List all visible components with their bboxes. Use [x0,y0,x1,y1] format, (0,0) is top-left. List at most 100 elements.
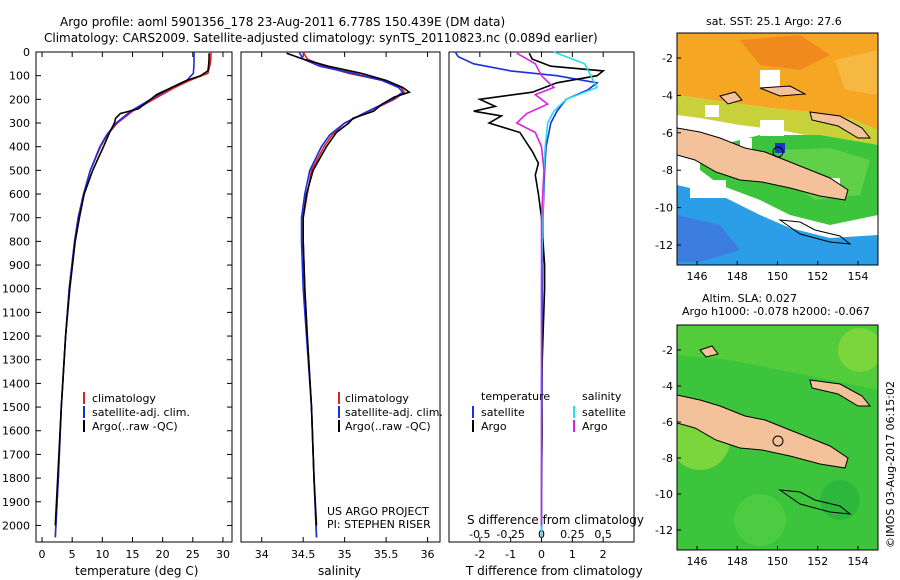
sst-missing-patch [760,70,780,88]
x-tick-label: 15 [125,548,139,561]
depth-tick-label: 600 [9,188,30,201]
map-x-tick-label: 152 [807,270,828,283]
x-tick-label: 20 [156,548,170,561]
x-tick-label: 0 [39,548,46,561]
map-y-tick-label: -10 [655,488,673,501]
map-x-tick-label: 154 [848,270,869,283]
sst-land-new-ireland [759,85,807,97]
depth-tick-label: 300 [9,117,30,130]
temperature-xlabel: temperature (deg C) [75,564,198,578]
map-x-tick-label: 146 [687,555,708,568]
depth-tick-label: 900 [9,259,30,272]
profile-s-argo [515,52,556,526]
profile-t-satellite [454,51,599,538]
sst-cold-pixel [775,143,785,153]
map-x-tick-label: 148 [727,555,748,568]
sst-land-png [677,127,849,201]
x-tick-label: -2 [474,548,485,561]
difference-profiles [454,51,606,538]
salinity-xlabel: salinity [318,564,361,578]
map-x-tick-label: 154 [848,555,869,568]
profile-argo-raw-qc- [54,53,210,526]
legend-t-argo: Argo [481,420,507,433]
sla-land-png [677,394,849,469]
x-tick-label: -1 [505,548,516,561]
sst-land-new-britain [809,111,872,139]
sla-coastline-islands [778,489,852,515]
depth-tick-label: 1800 [2,472,30,485]
depth-tick-label: 800 [9,235,30,248]
sst-map: sat. SST: 25.1 Argo: 27.6 [655,15,879,283]
sla-map: Altim. SLA: 0.027 Argo h1000: -0.078 h20… [655,292,879,568]
legend-temperature-title: temperature [481,390,550,403]
map-y-tick-label: -4 [662,89,673,102]
map-y-tick-label: -6 [662,127,673,140]
pi-label: PI: STEPHEN RISER [327,518,431,531]
x-tick-label: 0 [538,548,545,561]
sla-land-island [699,345,719,358]
depth-tick-label: 1300 [2,354,30,367]
s-diff-tick-label: -0.25 [496,528,524,541]
map-y-tick-label: -6 [662,416,673,429]
legend-argo: Argo(..raw -QC) [345,420,431,433]
x-tick-label: 10 [95,548,109,561]
map-x-tick-label: 150 [767,555,788,568]
legend-satellite: satellite-adj. clim. [92,406,190,419]
profile-climatology [302,51,406,538]
legend-satellite: satellite-adj. clim. [345,406,443,419]
sst-missing-patch [705,105,719,117]
sst-cooler-patch [677,215,740,262]
sla-land-new-britain [809,379,872,407]
map-y-tick-label: -12 [655,239,673,252]
sla-map-title: Altim. SLA: 0.027 [702,292,797,305]
x-tick-label: 34 [255,548,269,561]
argo-location-marker [772,146,784,158]
salinity-legend: climatology satellite-adj. clim. Argo(..… [327,392,443,531]
sst-hot-patch [740,35,830,70]
project-label: US ARGO PROJECT [327,505,429,518]
map-y-tick-label: -2 [662,52,673,65]
s-diff-tick-label: 0.5 [594,528,612,541]
sst-coastline-islands [778,219,852,245]
depth-tick-label: 700 [9,212,30,225]
map-y-tick-label: -10 [655,202,673,215]
salinity-panel-frame [240,51,441,543]
x-tick-label: 5 [69,548,76,561]
sla-patch [734,494,786,546]
argo-location-marker [772,435,784,447]
legend-s-satellite: satellite [582,406,626,419]
depth-tick-label: 100 [9,70,30,83]
depth-tick-label: 400 [9,141,30,154]
depth-tick-label: 2000 [2,519,30,532]
map-x-tick-label: 148 [727,270,748,283]
temperature-profiles [54,52,212,538]
map-x-tick-label: 152 [807,555,828,568]
depth-tick-label: 1600 [2,425,30,438]
t-difference-xlabel: T difference from climatology [465,564,643,578]
map-x-tick-label: 146 [687,270,708,283]
sst-missing-patch [760,120,784,136]
depth-tick-label: 1700 [2,448,30,461]
profile-satellite-adj-clim- [54,52,195,538]
x-tick-label: 25 [186,548,200,561]
map-y-tick-label: -2 [662,344,673,357]
depth-tick-label: 1400 [2,377,30,390]
sla-map-subtitle: Argo h1000: -0.078 h2000: -0.067 [682,305,870,318]
map-x-tick-label: 150 [767,270,788,283]
profile-t-argo [473,52,606,526]
x-tick-label: 35.5 [374,548,399,561]
x-tick-label: 34.5 [291,548,316,561]
salinity-profiles [286,51,412,538]
s-diff-tick-label: 0.25 [560,528,585,541]
depth-tick-label: 1500 [2,401,30,414]
difference-legend: temperature satellite Argo salinity sate… [472,390,626,433]
profile-climatology [54,52,212,538]
sst-map-title: sat. SST: 25.1 Argo: 27.6 [706,15,842,28]
depth-tick-label: 200 [9,93,30,106]
sla-high-patch [838,328,878,372]
depth-tick-label: 1900 [2,496,30,509]
temperature-panel-frame [35,51,233,543]
sla-low-patch [820,480,860,520]
difference-axes: -2 -1 0 1 2-0.5 -0.25 0 0.25 0.5 [469,52,612,561]
